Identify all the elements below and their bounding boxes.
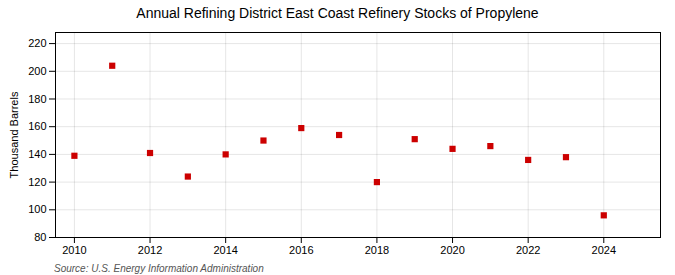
svg-text:100: 100 (28, 203, 46, 215)
svg-text:Thousand Barrels: Thousand Barrels (8, 91, 20, 178)
svg-text:2016: 2016 (289, 244, 313, 256)
html-text:Source: U.S. Energy Informatio: Source: U.S. Energy Information Administ… (54, 263, 264, 274)
svg-text:120: 120 (28, 176, 46, 188)
svg-text:220: 220 (28, 37, 46, 49)
svg-text:2010: 2010 (62, 244, 86, 256)
svg-text:2012: 2012 (138, 244, 162, 256)
svg-text:180: 180 (28, 93, 46, 105)
svg-text:2018: 2018 (365, 244, 389, 256)
svg-text:140: 140 (28, 148, 46, 160)
svg-text:2022: 2022 (516, 244, 540, 256)
svg-text:200: 200 (28, 65, 46, 77)
svg-text:160: 160 (28, 120, 46, 132)
svg-text:2024: 2024 (592, 244, 616, 256)
html-text:Annual Refining District East: Annual Refining District East Coast Refi… (136, 5, 539, 21)
svg-text:2014: 2014 (213, 244, 237, 256)
svg-text:2020: 2020 (440, 244, 464, 256)
svg-text:80: 80 (34, 231, 46, 243)
